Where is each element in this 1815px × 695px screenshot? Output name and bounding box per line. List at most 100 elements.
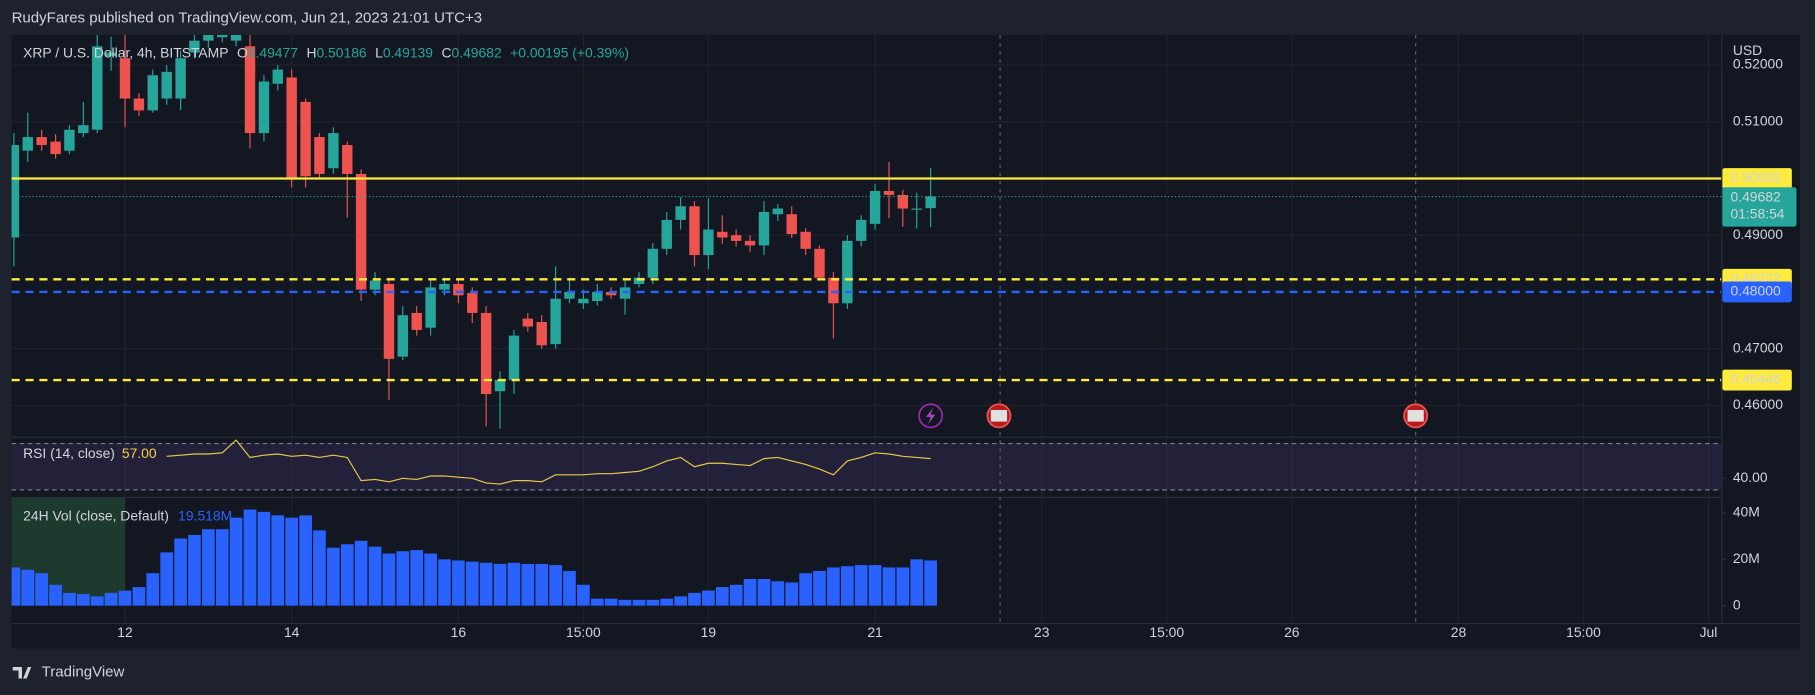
candle-body bbox=[814, 248, 825, 278]
candle-body bbox=[453, 283, 464, 296]
rsi-name: RSI (14, close) bbox=[23, 445, 115, 461]
volume-bar bbox=[521, 563, 535, 606]
volume-bar bbox=[271, 515, 285, 606]
candle-body bbox=[647, 248, 659, 278]
lightning bbox=[926, 407, 936, 424]
volume-bar bbox=[174, 538, 187, 606]
countdown: 01:58:54 bbox=[1731, 206, 1785, 222]
volume-bar bbox=[604, 598, 618, 606]
logo bbox=[12, 666, 32, 679]
candle-body bbox=[397, 315, 408, 357]
legend-low: 0.49139 bbox=[383, 44, 433, 60]
candle-body bbox=[633, 277, 645, 284]
volume-pane bbox=[11, 509, 938, 606]
candle-body bbox=[550, 298, 561, 345]
price-line-label: 0.50000 bbox=[1731, 169, 1781, 185]
legend-o: O bbox=[237, 44, 248, 60]
volume-bar bbox=[11, 567, 21, 606]
candle-body bbox=[786, 214, 797, 235]
pane-separator bbox=[11, 496, 1722, 498]
volume-bar bbox=[368, 546, 382, 606]
volume-bar bbox=[854, 565, 868, 606]
volume-bar bbox=[896, 567, 910, 606]
volume-bar bbox=[243, 509, 257, 606]
candle-body bbox=[883, 190, 895, 195]
legend-close: 0.49682 bbox=[452, 44, 502, 60]
candle-body bbox=[536, 321, 547, 346]
rsi-legend: RSI (14, close) 57.00 bbox=[23, 445, 157, 461]
candle-body bbox=[842, 240, 853, 304]
volume-value: 19.518M bbox=[178, 507, 232, 523]
volume-bar bbox=[910, 559, 924, 606]
volume-bar bbox=[465, 561, 479, 606]
legend-high: 0.50186 bbox=[316, 44, 366, 60]
candle-body bbox=[592, 291, 603, 302]
candle-body bbox=[661, 219, 672, 249]
last-price-bg bbox=[1722, 187, 1797, 227]
volume-bar bbox=[549, 565, 562, 606]
candle-body bbox=[300, 101, 311, 177]
candle-body bbox=[147, 75, 158, 111]
candle-body bbox=[217, 34, 228, 38]
footer: TradingView bbox=[42, 664, 125, 681]
candle-body bbox=[828, 277, 839, 304]
candle-body bbox=[230, 34, 242, 41]
volume-bar bbox=[660, 598, 674, 606]
candle-body bbox=[508, 335, 520, 380]
volume-bar bbox=[215, 529, 229, 606]
volume-bar bbox=[924, 560, 938, 606]
volume-bar bbox=[577, 584, 590, 606]
volume-bar bbox=[76, 594, 90, 606]
volume-tick-label: 20M bbox=[1733, 550, 1760, 566]
price-line-label-bg bbox=[1722, 168, 1792, 189]
x-tick-label: 19 bbox=[701, 624, 717, 640]
candle-body bbox=[78, 125, 89, 134]
price-line-label: 0.46446 bbox=[1731, 371, 1781, 387]
rsi-line bbox=[166, 439, 931, 485]
currency-box bbox=[1722, 36, 1799, 64]
volume-bar bbox=[327, 547, 340, 606]
candle-body bbox=[369, 280, 381, 290]
y-tick-label: 0.47000 bbox=[1733, 339, 1783, 355]
rsi-pane bbox=[11, 439, 1722, 491]
legend-open: 0.49477 bbox=[248, 44, 298, 60]
candle-body bbox=[383, 283, 395, 359]
volume-legend: 24H Vol (close, Default) 19.518M bbox=[23, 507, 232, 523]
y-tick-label: 0.52000 bbox=[1733, 56, 1783, 72]
candle-body bbox=[855, 219, 867, 241]
volume-bar bbox=[104, 592, 118, 606]
volume-bar bbox=[90, 596, 104, 606]
candle-body bbox=[105, 52, 117, 56]
candle-body bbox=[689, 206, 700, 256]
candle-body bbox=[467, 293, 478, 313]
volume-bar bbox=[382, 553, 396, 606]
volume-bar bbox=[49, 584, 62, 606]
x-tick-label: 23 bbox=[1034, 624, 1050, 640]
volume-bar bbox=[424, 553, 437, 606]
candle-body bbox=[119, 58, 131, 99]
x-tick-label: 15:00 bbox=[566, 624, 601, 640]
volume-bar bbox=[507, 562, 521, 606]
candle-body bbox=[675, 206, 686, 220]
volume-bar bbox=[313, 530, 326, 606]
x-tick-label: 15:00 bbox=[1566, 624, 1601, 640]
volume-bar bbox=[646, 599, 660, 606]
legend-c: C bbox=[441, 44, 451, 60]
volume-bar bbox=[188, 535, 201, 606]
x-tick-label: 12 bbox=[117, 624, 133, 640]
candle-body bbox=[203, 34, 214, 41]
rsi-tick-label: 40.00 bbox=[1733, 469, 1768, 485]
volume-bar bbox=[632, 599, 646, 606]
volume-bar bbox=[590, 598, 604, 606]
candle-body bbox=[605, 291, 617, 296]
candle-body bbox=[439, 283, 450, 290]
candle-body bbox=[314, 137, 325, 174]
volume-bar bbox=[799, 573, 812, 606]
candle-body bbox=[36, 137, 47, 146]
volume-bar bbox=[285, 517, 299, 606]
candle-body bbox=[328, 133, 339, 169]
price-line-label-bg bbox=[1722, 369, 1792, 391]
candle-body bbox=[342, 145, 353, 174]
